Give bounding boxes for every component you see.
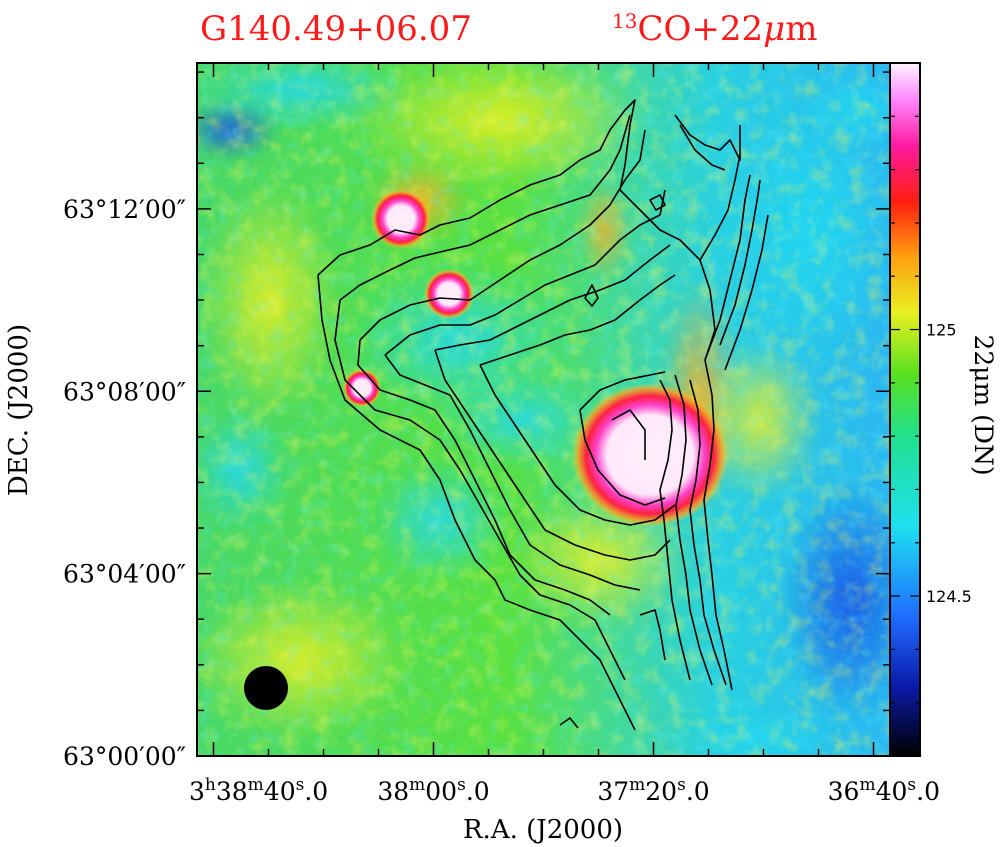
point-source-1: [371, 189, 431, 249]
y-tick-label: 63°04′00″: [63, 560, 186, 589]
contour-26: [649, 194, 666, 211]
contour-8: [384, 354, 641, 591]
colorbar-tick-label: 124.5: [926, 587, 972, 606]
y-axis-label: DEC. (J2000): [4, 324, 34, 496]
colorbar-frame: [889, 62, 921, 757]
contour-27: [584, 284, 599, 307]
contour-13: [579, 371, 666, 411]
chart-title: G140.49+06.07: [200, 9, 472, 49]
point-source-2: [424, 269, 474, 319]
contour-20: [699, 154, 741, 261]
bright-source: [572, 383, 728, 527]
y-tick-label: 63°12′00″: [63, 195, 186, 224]
contour-22: [719, 179, 761, 346]
contour-2: [317, 274, 636, 731]
contour-17: [674, 374, 713, 686]
contour-21: [704, 174, 751, 361]
subtitle-end: m: [785, 9, 817, 49]
x-tick-label: 3h38m40s.0: [189, 775, 328, 806]
contour-25: [679, 124, 726, 171]
contour-18: [689, 379, 727, 686]
subtitle-superscript: 13: [612, 9, 637, 33]
x-axis-label: R.A. (J2000): [463, 815, 623, 845]
contour-3: [339, 114, 631, 301]
contour-9: [434, 244, 671, 351]
contour-23: [724, 214, 769, 371]
beam-circle: [244, 666, 288, 710]
contour-29: [559, 717, 579, 729]
y-tick-labels: 63°00′00″ 63°04′00″ 63°08′00″ 63°12′00″: [63, 195, 186, 771]
y-tick-label: 63°08′00″: [63, 377, 186, 406]
intensity-map: [197, 63, 890, 756]
contour-16: [659, 379, 691, 681]
subtitle-mu: μ: [763, 9, 785, 49]
contour-11: [479, 274, 676, 366]
contour-4: [334, 299, 626, 681]
contour-15: [611, 409, 646, 460]
y-tick-label: 63°00′00″: [63, 742, 186, 771]
subtitle-main: CO+22: [637, 9, 763, 49]
contour-14: [579, 409, 666, 506]
contour-28: [639, 609, 666, 661]
co-contours: [317, 99, 769, 731]
colorbar-label: 22μm (DN): [969, 334, 998, 475]
x-tick-labels: 3h38m40s.0 38m00s.0 37m20s.0 36m40s.0: [189, 775, 940, 806]
contour-10: [434, 349, 671, 561]
x-tick-label: 36m40s.0: [828, 775, 940, 806]
chart-subtitle: 13CO+22μm: [612, 9, 817, 49]
contour-24: [674, 114, 741, 161]
x-tick-label: 37m20s.0: [597, 775, 709, 806]
contour-6: [357, 339, 611, 616]
colorbar: [890, 63, 920, 756]
axis-ticks: [197, 63, 890, 757]
contour-5: [359, 129, 646, 341]
x-tick-label: 38m00s.0: [377, 775, 489, 806]
colorbar-tick-label: 125: [926, 321, 957, 340]
contour-19: [703, 359, 733, 691]
contour-7: [384, 189, 666, 356]
point-source-3: [343, 369, 381, 407]
contour-1: [317, 99, 716, 361]
contour-12: [479, 364, 676, 526]
colorbar-ticks: 124.5 125: [890, 115, 972, 704]
